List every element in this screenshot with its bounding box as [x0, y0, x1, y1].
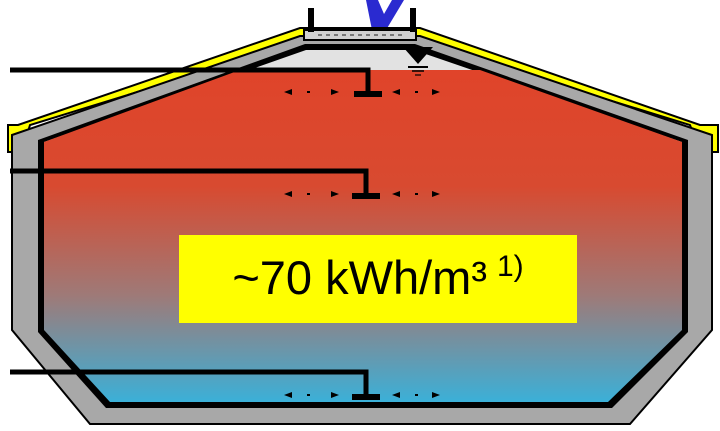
diffuser-icon	[352, 193, 380, 199]
diffuser-icon	[352, 394, 380, 400]
flow-arrow-icon	[284, 191, 440, 197]
energy-density-label: ~70 kWh/m³ 1)	[179, 235, 577, 323]
footnote-marker: 1)	[496, 250, 524, 283]
pipe-middle	[10, 168, 440, 199]
pipe-upper	[10, 67, 440, 97]
hatch-post-right	[410, 8, 416, 32]
title-fragment	[366, 0, 404, 30]
diffuser-icon	[354, 91, 382, 97]
energy-density-value: ~70 kWh/m³	[232, 250, 487, 304]
hatch-post-left	[308, 8, 314, 32]
flow-arrow-icon	[284, 89, 440, 95]
flow-arrow-icon	[284, 392, 440, 398]
pipe-lower	[10, 369, 440, 400]
water-level-triangle-icon	[403, 47, 433, 76]
